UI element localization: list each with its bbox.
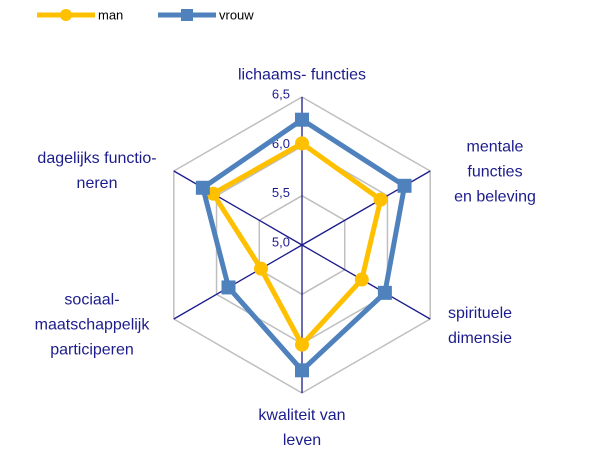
marker — [295, 363, 309, 378]
series-line — [210, 140, 384, 348]
category-label: sociaal- maatschappelijk participeren — [34, 291, 150, 359]
marker — [253, 261, 268, 276]
tick-label: 6,5 — [272, 86, 290, 101]
tick-label: 5,0 — [272, 234, 290, 249]
series-line — [200, 117, 408, 373]
marker — [221, 280, 236, 295]
category-label: mentale functies en beleving — [454, 138, 536, 206]
marker — [195, 180, 210, 195]
spoke — [173, 170, 303, 246]
marker — [295, 112, 309, 127]
category-label: spirituele dimensie — [447, 305, 513, 347]
category-label: kwaliteit van leven — [258, 407, 346, 449]
legend-label: man — [98, 7, 123, 22]
category-label: dagelijks functio- neren — [37, 150, 157, 192]
marker — [397, 178, 412, 193]
marker — [295, 136, 309, 151]
legend-label: vrouw — [219, 7, 254, 22]
category-label: lichaams- functies — [237, 66, 367, 84]
legend-marker — [181, 9, 193, 21]
marker — [377, 285, 392, 300]
legend-marker — [60, 9, 72, 21]
tick-label: 5,5 — [272, 185, 290, 200]
marker — [295, 337, 309, 352]
spoke — [173, 244, 303, 320]
marker — [354, 272, 369, 287]
marker — [373, 192, 388, 207]
